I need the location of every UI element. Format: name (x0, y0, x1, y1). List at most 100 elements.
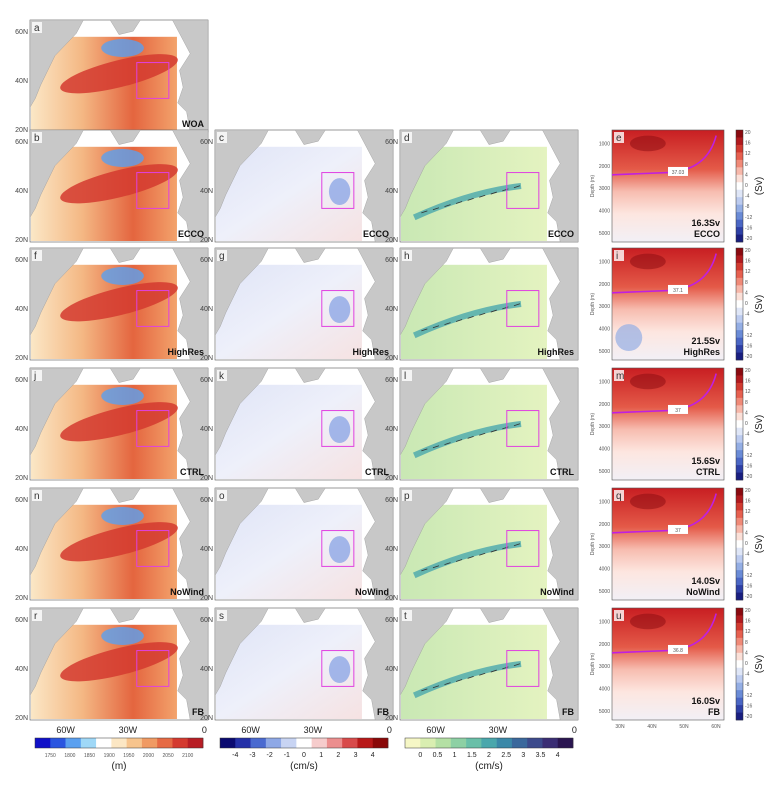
panel-letter-bg (217, 250, 227, 261)
subpolar-low (101, 387, 144, 405)
sv-colorbar-swatch (736, 197, 743, 205)
panel-letter: n (34, 491, 40, 502)
velocity-vector (455, 319, 463, 322)
experiment-label: FB (562, 707, 574, 717)
velocity-vector (432, 685, 440, 689)
sv-colorbar-tick: -12 (745, 453, 752, 459)
experiment-label: HighRes (683, 347, 720, 357)
sv-colorbar-tick: 16 (745, 499, 751, 505)
sv-colorbar-swatch (736, 457, 743, 466)
colorbar-tick: 0.5 (433, 752, 443, 759)
row-ctrl: jCTRL60N40N20NkCTRL60N40N20N1→lCTRL60N40… (15, 367, 765, 482)
sv-colorbar-tick: -16 (745, 703, 752, 709)
sv-colorbar-swatch (736, 420, 743, 429)
sv-colorbar-swatch (736, 690, 743, 698)
velocity-vector (455, 679, 463, 682)
isohaline-label-bg (668, 166, 688, 176)
depth-axis-title: Depth (m) (590, 175, 596, 198)
colorbar-swatch (405, 738, 421, 748)
panel-letter: u (616, 611, 622, 622)
depth-tick-label: 5000 (599, 469, 610, 475)
velocity-vector (444, 322, 451, 325)
velocity-vector (467, 435, 474, 439)
experiment-label: NoWind (540, 587, 574, 597)
sv-colorbar-swatch (736, 144, 743, 153)
colorbar-swatch (326, 738, 343, 748)
panel-letter-bg (217, 370, 227, 381)
gyre-high (60, 522, 178, 562)
velocity-vector (421, 568, 428, 572)
experiment-label: CTRL (365, 467, 389, 477)
depth-tick-label: 2000 (599, 282, 610, 288)
section-lat-tick: 50N (679, 724, 689, 730)
lat-tick-label: 20N (200, 355, 213, 362)
region-box (506, 172, 540, 209)
lat-tick-label: 40N (15, 188, 28, 195)
sv-colorbar-tick: 8 (745, 520, 748, 526)
colorbar-tick: 3 (354, 752, 358, 759)
lat-tick-label: 60N (385, 617, 398, 624)
colorbar-tick: 1900 (104, 753, 115, 759)
colorbar-swatch (542, 738, 559, 748)
lon-tick-label: 0 (572, 725, 577, 735)
amoc-strength: 15.6Sv (691, 456, 720, 466)
sv-colorbar-tick: 0 (745, 661, 748, 667)
anomaly-blob (328, 178, 351, 206)
north-america-land (29, 367, 84, 457)
sv-colorbar-swatch (736, 495, 743, 504)
panel-letter-bg (402, 610, 412, 621)
panel-letter: g (219, 251, 225, 262)
panel-letter: c (219, 133, 224, 144)
lat-tick-label: 40N (15, 78, 28, 85)
velocity-vector (455, 559, 463, 562)
colorbar-swatch (357, 738, 374, 748)
sv-colorbar-tick: -4 (745, 672, 750, 678)
depth-tick-label: 1000 (599, 141, 610, 147)
europe-africa-land (172, 367, 209, 481)
velocity-vector (421, 210, 428, 214)
sv-colorbar-swatch (736, 570, 743, 578)
sv-colorbar-tick: 4 (745, 410, 748, 416)
sv-colorbar-swatch (736, 352, 743, 361)
lon-tick-label: 30W (304, 725, 323, 735)
sv-colorbar-tick: 20 (745, 248, 751, 254)
north-america-land (214, 607, 269, 697)
depth-axis-title: Depth (m) (590, 413, 596, 436)
sv-colorbar-swatch (736, 330, 743, 338)
isohaline-label: 37.1 (673, 288, 683, 294)
lat-tick-label: 60N (15, 29, 28, 36)
velocity-vector (432, 565, 440, 569)
sv-colorbar-unit: (Sv) (754, 177, 765, 195)
experiment-label: ECCO (178, 229, 204, 239)
sv-colorbar-swatch (736, 212, 743, 220)
panel-letter-bg (614, 132, 624, 143)
depth-tick-label: 2000 (599, 642, 610, 648)
velocity-vector (455, 439, 463, 442)
region-box (321, 650, 355, 687)
experiment-label: ECCO (548, 229, 574, 239)
lat-tick-label: 60N (15, 139, 28, 146)
sv-colorbar-unit: (Sv) (754, 535, 765, 553)
sv-colorbar-swatch (736, 442, 743, 451)
sv-colorbar-tick: -16 (745, 343, 752, 349)
sv-colorbar-swatch (736, 472, 743, 481)
section-lat-tick: 40N (647, 724, 657, 730)
sv-colorbar-swatch (736, 540, 743, 549)
north-america-land (399, 607, 454, 697)
lat-tick-label: 40N (15, 426, 28, 433)
colorbar-swatch (65, 738, 82, 748)
lat-tick-label: 40N (385, 546, 398, 553)
colorbar-swatch (496, 738, 513, 748)
sv-colorbar-tick: -20 (745, 236, 752, 242)
europe-africa-land (357, 247, 394, 361)
sv-colorbar-swatch (736, 660, 743, 669)
sv-colorbar-tick: -16 (745, 463, 752, 469)
lat-tick-label: 60N (15, 497, 28, 504)
north-america-land (214, 247, 269, 337)
experiment-label: NoWind (686, 587, 720, 597)
velocity-vector (421, 448, 428, 452)
experiment-label: HighRes (167, 347, 204, 357)
lat-tick-label: 40N (385, 306, 398, 313)
sv-colorbar-swatch (736, 488, 743, 496)
